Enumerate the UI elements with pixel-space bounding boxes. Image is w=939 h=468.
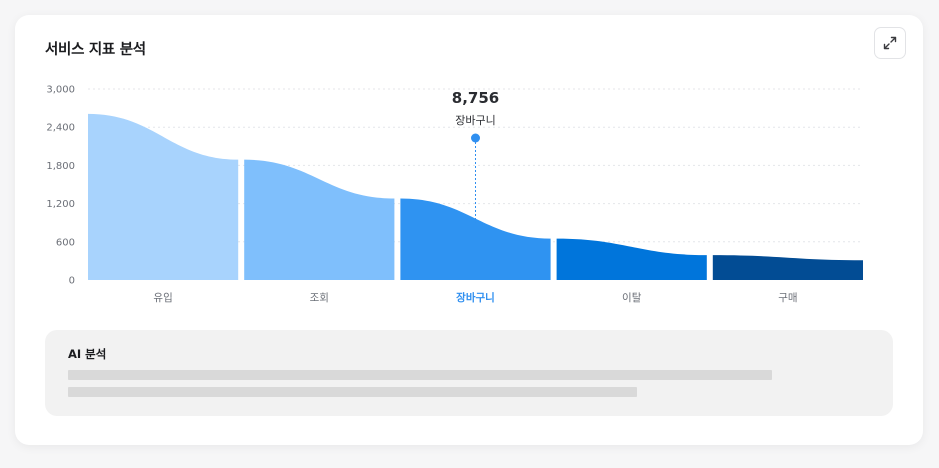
- tooltip-marker: [471, 133, 480, 143]
- y-tick-label: 0: [69, 276, 75, 287]
- ai-analysis-title: AI 분석: [68, 347, 107, 361]
- ai-analysis-panel: AI 분석: [45, 330, 893, 416]
- funnel-segment[interactable]: [556, 238, 707, 280]
- expand-arrows-icon: [883, 36, 897, 50]
- expand-button[interactable]: [874, 27, 906, 59]
- funnel-segment[interactable]: [88, 113, 239, 280]
- x-tick-label: 조회: [310, 292, 329, 304]
- x-tick-label: 장바구니: [456, 291, 495, 304]
- y-tick-label: 2,400: [46, 123, 75, 134]
- y-tick-label: 600: [56, 237, 75, 248]
- funnel-segment[interactable]: [400, 198, 551, 280]
- x-tick-label: 유입: [153, 291, 172, 304]
- skeleton-line: [68, 370, 772, 380]
- metrics-card: 서비스 지표 분석 3,000 2,400 1,800 1,200 600 0 유입 조회 장바…: [15, 15, 923, 445]
- tooltip-value: 8,756: [452, 89, 499, 107]
- y-tick-label: 1,800: [46, 161, 75, 172]
- y-tick-label: 1,200: [46, 199, 75, 210]
- x-tick-label: 이탈: [622, 291, 642, 304]
- tooltip-label: 장바구니: [455, 114, 495, 127]
- funnel-segment[interactable]: [244, 159, 395, 280]
- y-tick-label: 3,000: [46, 85, 75, 96]
- funnel-segment[interactable]: [712, 255, 863, 280]
- skeleton-line: [68, 387, 637, 397]
- x-tick-label: 구매: [778, 292, 797, 304]
- card-title: 서비스 지표 분석: [45, 42, 146, 58]
